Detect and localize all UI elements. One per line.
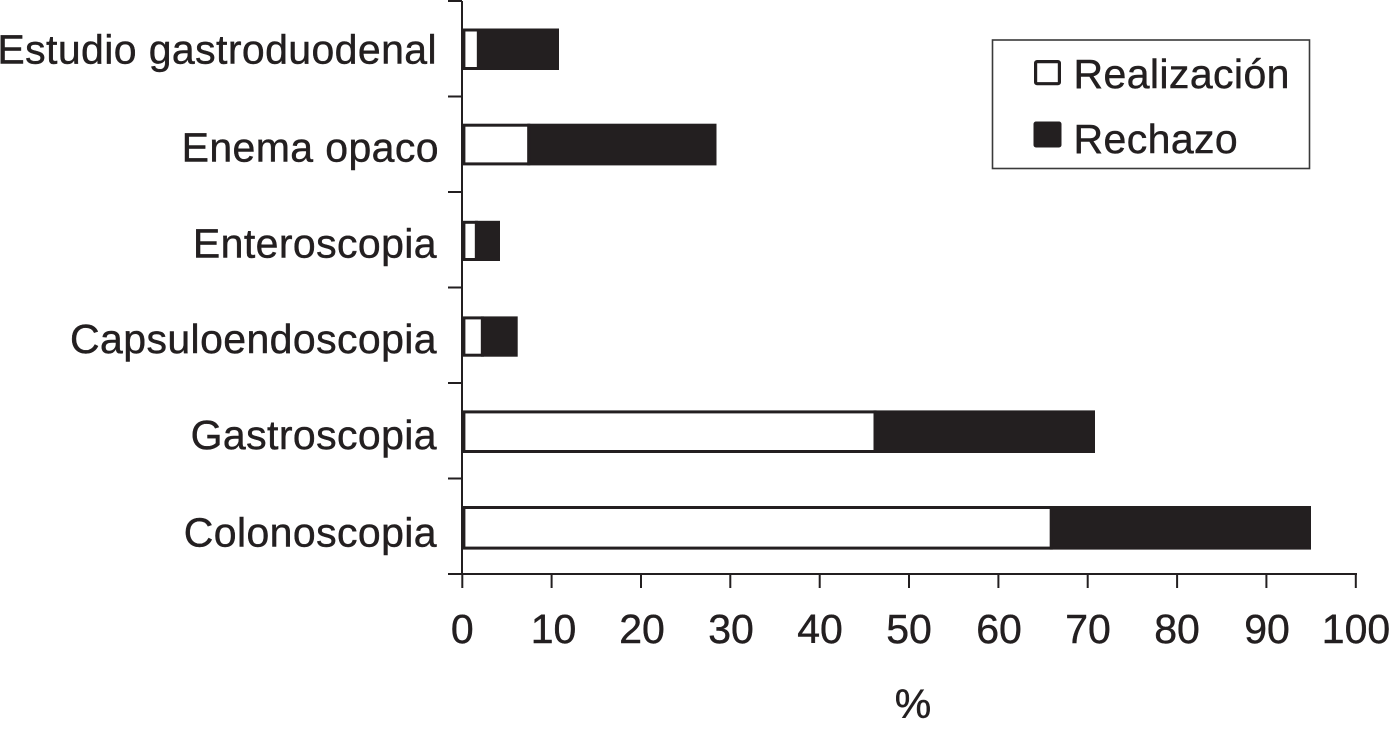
svg-text:Colonoscopia: Colonoscopia: [184, 510, 437, 556]
svg-text:60: 60: [976, 606, 1022, 652]
svg-text:Enema opaco: Enema opaco: [182, 125, 439, 171]
svg-text:Enteroscopia: Enteroscopia: [193, 221, 437, 267]
svg-text:10: 10: [531, 606, 577, 652]
svg-text:Realización: Realización: [1074, 51, 1290, 97]
svg-text:80: 80: [1154, 606, 1200, 652]
svg-text:%: %: [895, 681, 931, 727]
svg-text:20: 20: [619, 606, 665, 652]
svg-text:70: 70: [1065, 606, 1111, 652]
svg-text:50: 50: [886, 606, 932, 652]
svg-text:0: 0: [451, 606, 474, 652]
svg-text:40: 40: [797, 606, 843, 652]
svg-text:Gastroscopia: Gastroscopia: [191, 412, 437, 458]
svg-text:30: 30: [708, 606, 754, 652]
svg-text:90: 90: [1244, 606, 1290, 652]
svg-text:Rechazo: Rechazo: [1074, 116, 1239, 162]
svg-text:Capsuloendoscopia: Capsuloendoscopia: [70, 316, 437, 362]
svg-text:100: 100: [1322, 606, 1390, 652]
svg-text:Estudio gastroduodenal: Estudio gastroduodenal: [0, 26, 437, 72]
